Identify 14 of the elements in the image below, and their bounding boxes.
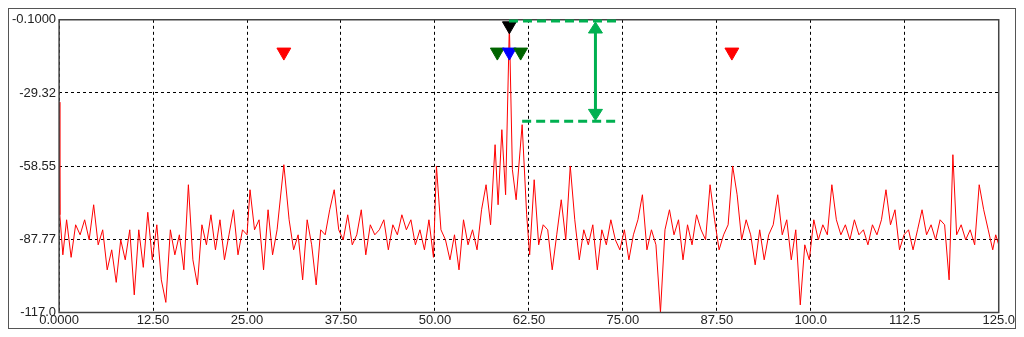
y-tick-label: -87.77	[19, 230, 57, 246]
x-tick-label: 125.0	[982, 311, 1016, 327]
x-tick-label: 75.00	[606, 311, 640, 327]
x-tick-label: 87.50	[700, 311, 734, 327]
y-tick-label: -0.1000	[12, 11, 57, 27]
y-tick-label: -58.55	[19, 157, 57, 173]
x-tick-label: 100.0	[794, 311, 828, 327]
x-tick-label: 62.50	[512, 311, 546, 327]
x-tick-label: 112.5	[888, 311, 921, 327]
x-tick-label: 50.00	[418, 311, 452, 327]
y-tick-label: -29.32	[19, 84, 57, 100]
x-tick-label: 25.00	[230, 311, 264, 327]
x-tick-label: 37.50	[324, 311, 358, 327]
x-tick-label: 12.50	[136, 311, 170, 327]
